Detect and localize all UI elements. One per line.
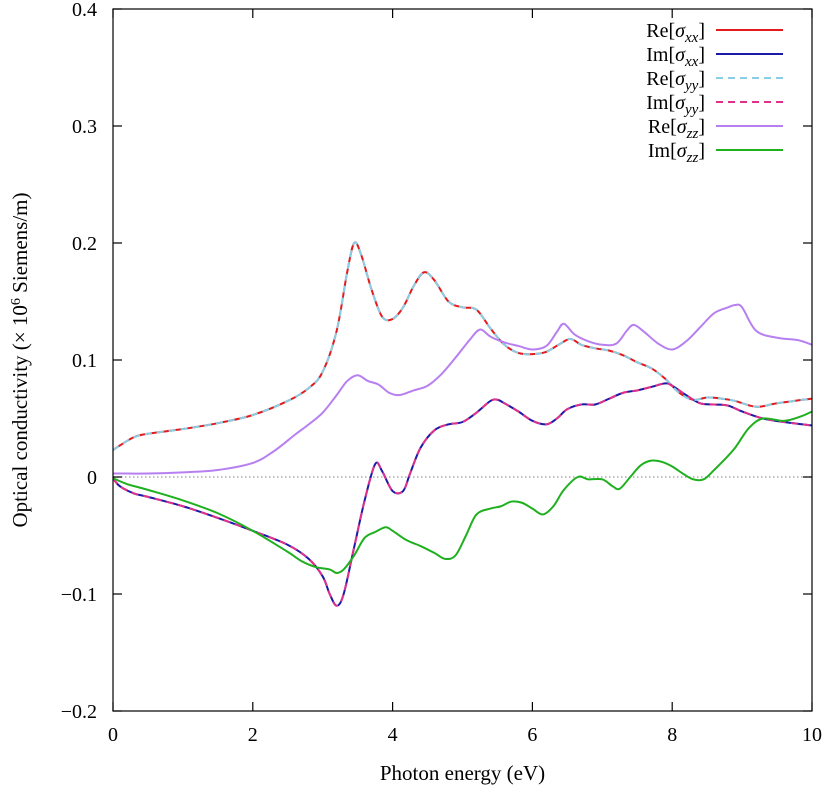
y-axis-label: Optical conductivity (× 106 Siemens/m): [8, 193, 32, 528]
series-line-re-sigma-yy: [113, 241, 812, 451]
series-line-im-sigma-xx: [113, 382, 812, 607]
x-tick-label: 2: [248, 724, 258, 746]
y-tick-label: −0.2: [61, 701, 97, 723]
x-axis-label: Photon energy (eV): [380, 761, 545, 785]
x-tick-label: 6: [527, 724, 537, 746]
y-tick-label: 0.2: [72, 233, 97, 255]
y-tick-label: −0.1: [61, 584, 97, 606]
legend: Re[σxx]Im[σxx]Re[σyy]Im[σyy]Re[σzz]Im[σz…: [646, 20, 783, 166]
x-tick-label: 8: [667, 724, 677, 746]
x-tick-label: 10: [802, 724, 822, 746]
legend-label: Re[σyy]: [646, 68, 705, 94]
series-line-im-sigma-zz: [113, 410, 812, 574]
plot-frame: [112, 8, 813, 712]
y-axis-label-superscript: 6: [9, 298, 24, 305]
series-line-re-sigma-xx: [113, 241, 812, 451]
y-tick-label: 0: [87, 467, 97, 489]
legend-label: Im[σyy]: [646, 92, 705, 118]
legend-label: Im[σxx]: [646, 44, 705, 70]
y-tick-label: 0.3: [72, 116, 97, 138]
series-line-re-sigma-zz: [113, 303, 812, 475]
y-axis-label-suffix: Siemens/m): [8, 193, 32, 299]
legend-label: Im[σzz]: [648, 140, 705, 166]
y-axis-label-prefix: Optical conductivity (× 10: [8, 305, 32, 527]
series-line-im-sigma-yy: [113, 382, 812, 607]
x-tick-label: 4: [388, 724, 398, 746]
y-tick-label: 0.1: [72, 350, 97, 372]
legend-label: Re[σzz]: [648, 116, 705, 142]
y-tick-label: 0.4: [72, 0, 97, 21]
legend-label: Re[σxx]: [646, 20, 705, 46]
x-tick-label: 0: [108, 724, 118, 746]
